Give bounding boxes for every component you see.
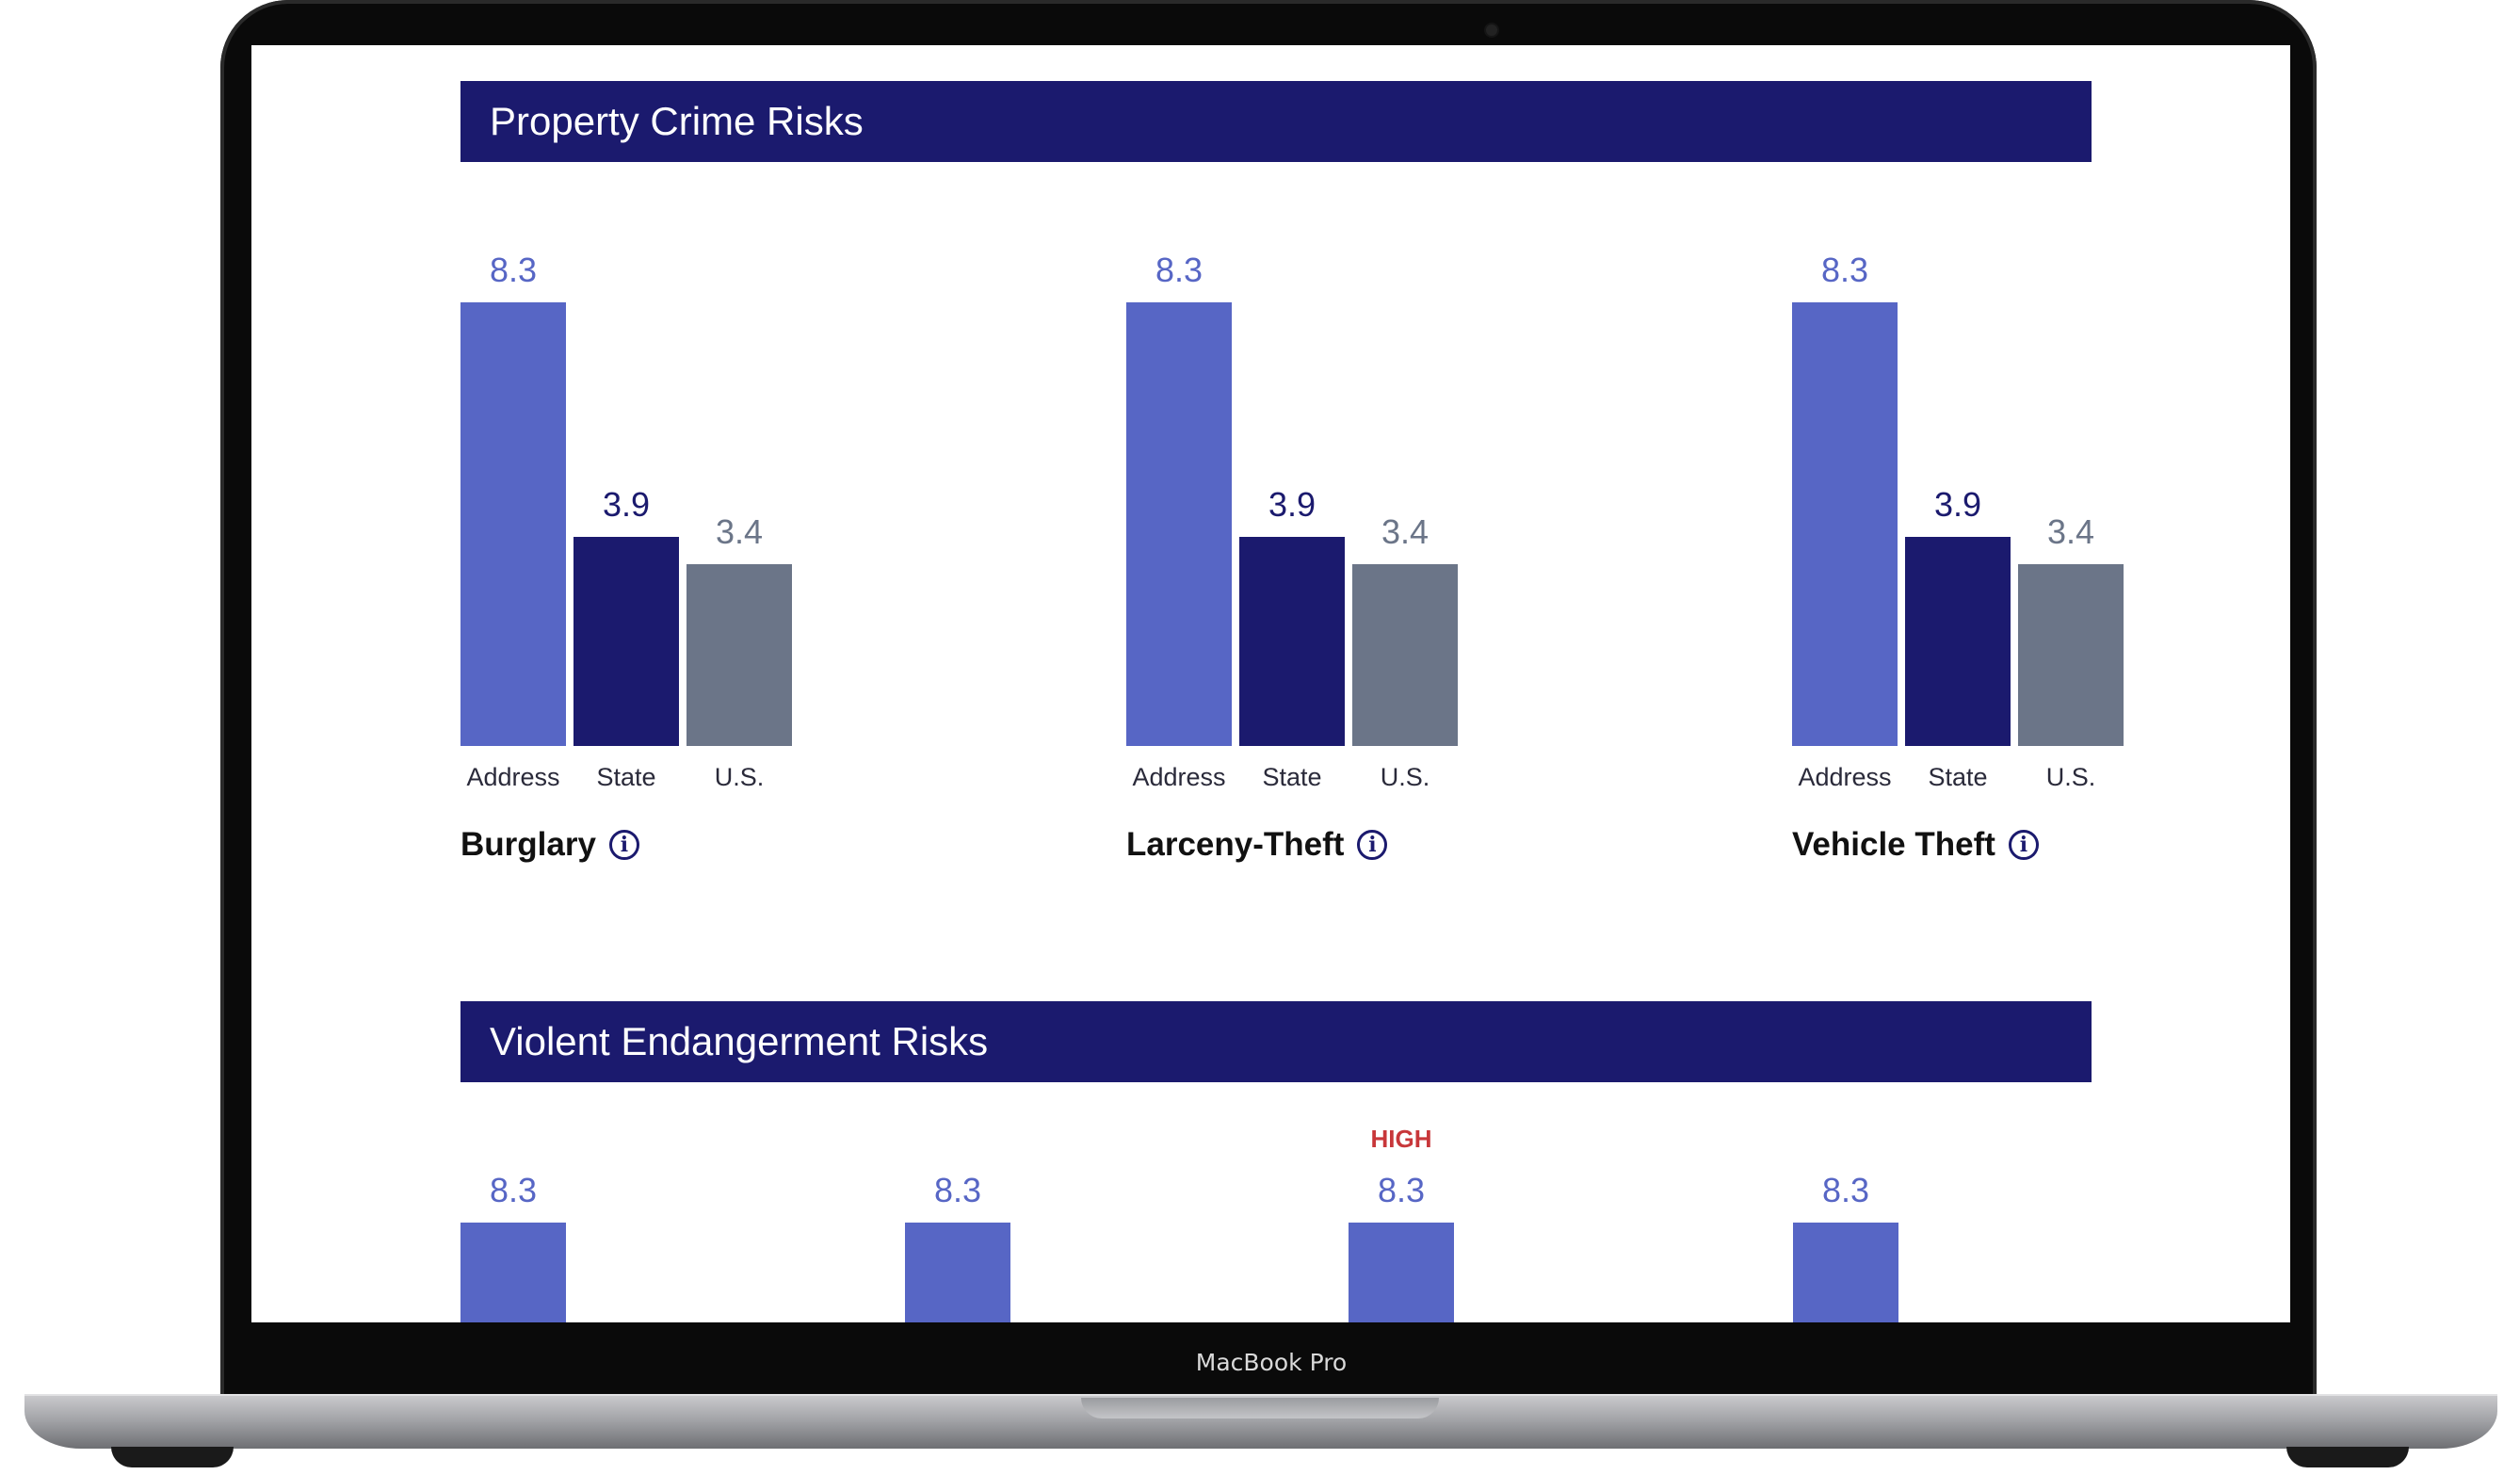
camera-icon (1486, 24, 1497, 36)
bar-value-label: 8.3 (1155, 251, 1203, 289)
chart-title-text: Larceny-Theft (1126, 826, 1345, 863)
bar-us (2018, 564, 2124, 746)
info-icon[interactable]: i (608, 830, 639, 860)
bar-category-label: U.S. (2045, 763, 2096, 791)
bar-address (1793, 1223, 1898, 1322)
section-title: Property Crime Risks (490, 99, 864, 143)
chart-title-vehicle-theft: Vehicle Theft i (1792, 826, 2039, 864)
bar-address (460, 1223, 566, 1322)
bar-value-label: 8.3 (1377, 1171, 1426, 1209)
bar-category-label: U.S. (714, 763, 765, 791)
laptop-foot-right (2286, 1447, 2409, 1467)
bar-value-label: 3.4 (2046, 512, 2095, 551)
bar-category-label: Address (1132, 763, 1226, 791)
bar-category-label: Address (1798, 763, 1892, 791)
bar-category-label: State (1928, 763, 1988, 791)
bar-address (460, 302, 566, 746)
bar-value-label: 8.3 (1820, 251, 1869, 289)
bar-state (1239, 537, 1345, 746)
risk-badge-high: HIGH (1370, 1125, 1432, 1153)
section-title: Violent Endangerment Risks (490, 1019, 989, 1063)
bar-value-label: 3.9 (602, 485, 651, 524)
device-label: MacBook Pro (1195, 1349, 1348, 1376)
bar-value-label: 8.3 (1821, 1171, 1870, 1209)
bar-category-label: Address (466, 763, 560, 791)
bar-value-label: 3.9 (1268, 485, 1317, 524)
bar-category-label: State (1262, 763, 1322, 791)
bar-value-label: 8.3 (489, 251, 538, 289)
bar-value-label: 3.9 (1933, 485, 1982, 524)
bar-address (1349, 1223, 1454, 1322)
chart-title-burglary: Burglary i (460, 826, 639, 864)
bar-value-label: 3.4 (715, 512, 764, 551)
info-icon[interactable]: i (2008, 830, 2039, 860)
chart-title-text: Vehicle Theft (1792, 826, 1995, 863)
bar-value-label: 3.4 (1381, 512, 1430, 551)
chart-title-larceny-theft: Larceny-Theft i (1126, 826, 1388, 864)
laptop-foot-left (111, 1447, 234, 1467)
bar-value-label: 8.3 (933, 1171, 982, 1209)
bar-us (687, 564, 792, 746)
bar-value-label: 8.3 (489, 1171, 538, 1209)
bar-address (1126, 302, 1232, 746)
laptop-screen: Property Crime Risks 8.3 Address 3.9 State 3… (251, 45, 2290, 1322)
bar-state (1905, 537, 2011, 746)
bar-us (1352, 564, 1458, 746)
violent-endangerment-header: Violent Endangerment Risks (460, 1001, 2092, 1082)
bar-category-label: U.S. (1380, 763, 1430, 791)
laptop-notch (1081, 1398, 1439, 1418)
chart-title-text: Burglary (460, 826, 596, 863)
bar-state (573, 537, 679, 746)
property-crime-header: Property Crime Risks (460, 81, 2092, 162)
bar-category-label: State (596, 763, 656, 791)
bar-address (905, 1223, 1010, 1322)
bar-address (1792, 302, 1898, 746)
info-icon[interactable]: i (1357, 830, 1388, 860)
